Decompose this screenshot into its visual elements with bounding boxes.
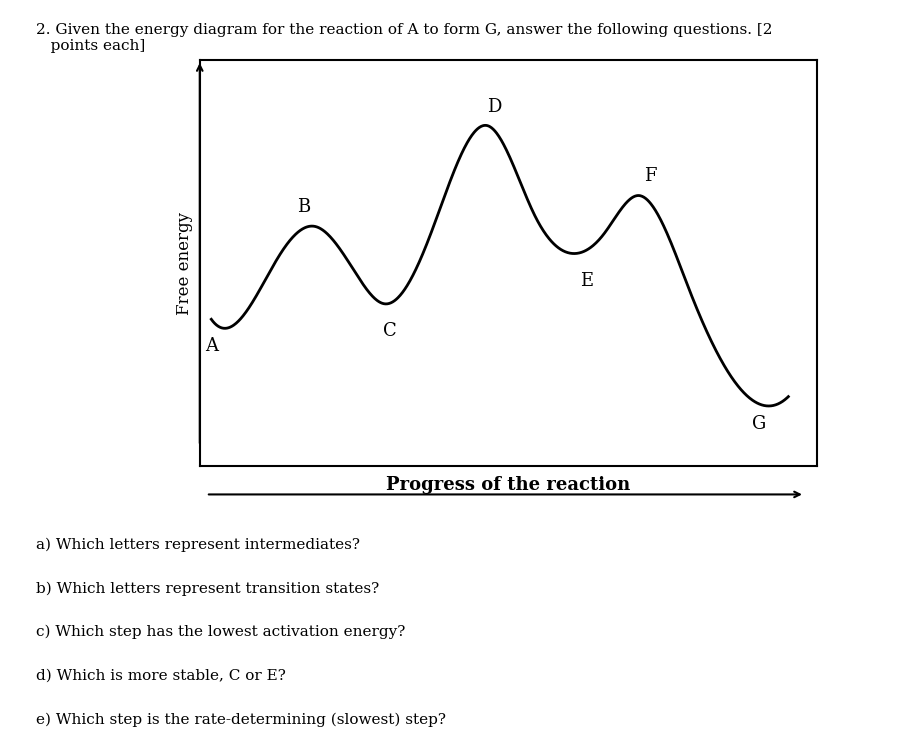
Text: b) Which letters represent transition states?: b) Which letters represent transition st… bbox=[36, 581, 380, 596]
Text: 2. Given the energy diagram for the reaction of A to form G, answer the followin: 2. Given the energy diagram for the reac… bbox=[36, 23, 773, 53]
Y-axis label: Free energy: Free energy bbox=[176, 212, 192, 314]
Text: A: A bbox=[205, 338, 218, 356]
Text: c) Which step has the lowest activation energy?: c) Which step has the lowest activation … bbox=[36, 625, 406, 639]
Text: B: B bbox=[297, 198, 311, 216]
Text: D: D bbox=[487, 98, 501, 116]
Text: e) Which step is the rate-determining (slowest) step?: e) Which step is the rate-determining (s… bbox=[36, 712, 447, 726]
Text: F: F bbox=[644, 167, 656, 185]
Text: d) Which is more stable, C or E?: d) Which is more stable, C or E? bbox=[36, 669, 286, 683]
Text: Progress of the reaction: Progress of the reaction bbox=[387, 476, 630, 494]
Text: E: E bbox=[580, 271, 593, 290]
Text: a) Which letters represent intermediates?: a) Which letters represent intermediates… bbox=[36, 538, 360, 552]
Text: C: C bbox=[383, 322, 397, 340]
Text: G: G bbox=[753, 414, 766, 432]
